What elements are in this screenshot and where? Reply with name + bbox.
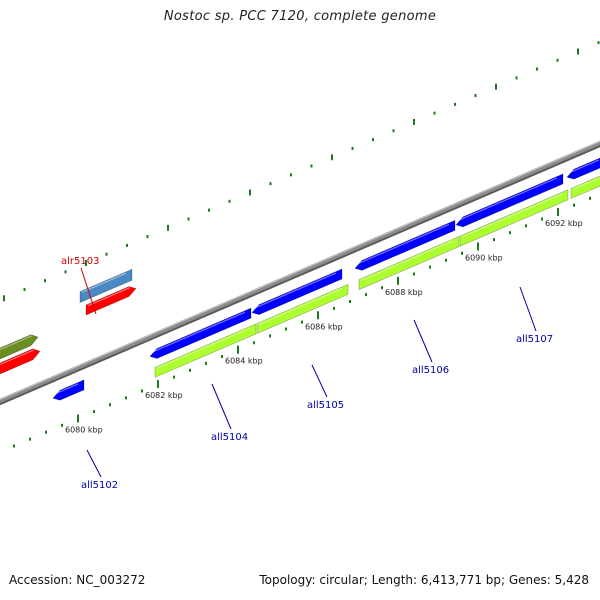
map-title: Nostoc sp. PCC 7120, complete genome: [163, 9, 437, 24]
reverse-rna-bar[interactable]: [570, 174, 600, 199]
gene-label-text: all5104: [211, 432, 248, 443]
gene-label-all5104[interactable]: all5104: [211, 383, 248, 443]
gene-leader-line: [80, 267, 97, 315]
gene-leader-line: [519, 286, 537, 332]
gene-label-all5107[interactable]: all5107: [516, 286, 553, 345]
gene-label-all5106[interactable]: all5106: [412, 319, 449, 376]
backbone-line: [0, 140, 600, 404]
outer-tick-ring: [3, 41, 600, 302]
reverse-cds-bar[interactable]: [149, 307, 252, 359]
forward-rna-bar[interactable]: [85, 286, 137, 316]
tick-label: 6086 kbp: [305, 322, 343, 331]
gene-label-alr5103[interactable]: alr5103: [61, 256, 99, 315]
gene-label-text: all5102: [81, 480, 118, 491]
gene-leader-line: [86, 449, 102, 478]
gene-leader-line: [311, 364, 328, 398]
alr5103-bar[interactable]: [79, 268, 133, 304]
reverse-rna-bar[interactable]: [358, 236, 460, 291]
reverse-cds-bar[interactable]: [354, 219, 456, 271]
reverse-rna-bar[interactable]: [459, 189, 569, 247]
tick-labels: 6080 kbp 6082 kbp 6084 kbp 6086 kbp 6088 kbp…: [65, 219, 583, 434]
tick-label: 6084 kbp: [225, 357, 263, 366]
tick-label: 6080 kbp: [65, 425, 103, 434]
tick-label: 6090 kbp: [465, 253, 503, 262]
reverse-cds-bar[interactable]: [52, 379, 85, 401]
reverse-rna-bar[interactable]: [256, 283, 349, 334]
gene-label-all5102[interactable]: all5102: [81, 449, 118, 491]
backbone: [0, 140, 600, 406]
gene-label-text: alr5103: [61, 256, 99, 267]
reverse-rna-bar[interactable]: [154, 323, 257, 378]
genome-summary-text: Topology: circular; Length: 6,413,771 bp…: [259, 573, 589, 587]
gene-label-all5105[interactable]: all5105: [307, 364, 344, 411]
forward-rna-bar[interactable]: [0, 348, 41, 378]
gene-leader-line: [211, 383, 232, 430]
gene-label-text: all5106: [412, 365, 449, 376]
reverse-cds-bar[interactable]: [566, 156, 600, 180]
reverse-cds-bar[interactable]: [455, 173, 564, 228]
inner-tick-ring: [13, 196, 591, 448]
gene-labels: alr5103 all5102 all5104 all5105 all5106 all51…: [61, 256, 553, 491]
backbone-highlight: [0, 140, 600, 401]
reverse-cds-bar[interactable]: [251, 268, 343, 315]
feature-bars: [0, 156, 600, 401]
gene-label-text: all5107: [516, 334, 553, 345]
gene-leader-line: [413, 319, 433, 363]
gene-label-text: all5105: [307, 400, 344, 411]
tick-label: 6092 kbp: [545, 219, 583, 228]
forward-feature-bar[interactable]: [0, 334, 39, 364]
tick-label: 6088 kbp: [385, 288, 423, 297]
accession-text: Accession: NC_003272: [9, 573, 146, 587]
tick-label: 6082 kbp: [145, 391, 183, 400]
